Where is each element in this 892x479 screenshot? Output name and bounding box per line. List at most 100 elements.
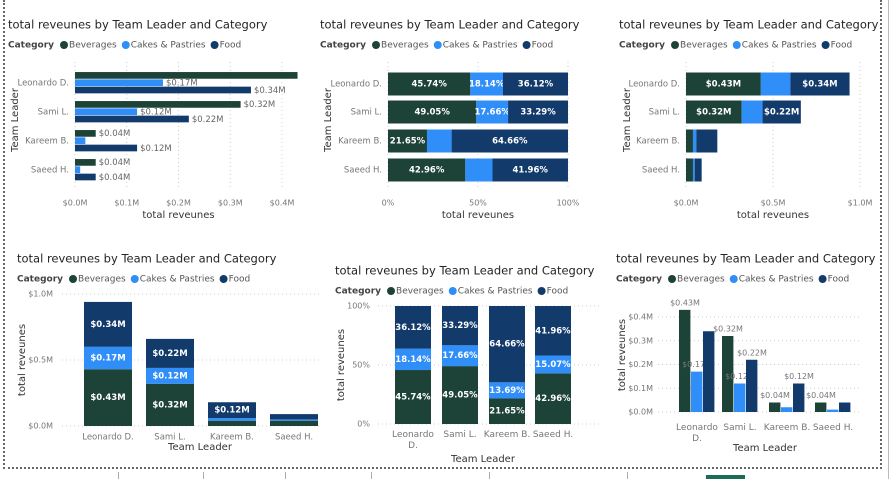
bar-food[interactable]: [839, 402, 851, 413]
bar-segment-cakes-pastries[interactable]: [692, 158, 695, 182]
bar-cakes-pastries[interactable]: [691, 371, 703, 412]
bar-segment-food[interactable]: [442, 306, 478, 346]
legend-marker-cakes-pastries[interactable]: [732, 41, 741, 49]
bar-segment-cakes-pastries[interactable]: [84, 346, 132, 370]
legend-marker-cakes-pastries[interactable]: [729, 275, 738, 283]
legend-item-cakes-pastries[interactable]: Cakes & Pastries: [140, 275, 215, 285]
bar-beverages[interactable]: [722, 336, 734, 412]
bar-segment-cakes-pastries[interactable]: [395, 348, 431, 371]
bar-segment-beverages[interactable]: [208, 420, 256, 426]
legend-marker-cakes-pastries[interactable]: [121, 41, 130, 49]
legend-item-beverages[interactable]: Beverages: [78, 275, 126, 285]
legend-item-food[interactable]: Food: [532, 41, 554, 51]
bar-segment-beverages[interactable]: [270, 420, 318, 426]
bar-segment-food[interactable]: [694, 158, 702, 182]
bar-segment-beverages[interactable]: [388, 72, 471, 96]
bar-segment-food[interactable]: [508, 100, 568, 124]
bar-segment-cakes-pastries[interactable]: [208, 418, 256, 421]
legend-item-cakes-pastries[interactable]: Cakes & Pastries: [131, 41, 206, 51]
bar-segment-food[interactable]: [84, 301, 132, 347]
bar-cakes-pastries[interactable]: [827, 409, 839, 412]
chart-4[interactable]: total reveunes by Team Leader and Catego…: [17, 252, 320, 454]
bar-beverages[interactable]: [769, 402, 781, 413]
active-page-tab[interactable]: [706, 475, 745, 479]
bar-beverages[interactable]: [815, 402, 827, 413]
bar-segment-beverages[interactable]: [489, 398, 525, 424]
bar-segment-food[interactable]: [535, 306, 571, 356]
bar-cakes-pastries[interactable]: [75, 137, 86, 145]
legend-marker-beverages[interactable]: [387, 287, 396, 295]
bar-segment-cakes-pastries[interactable]: [489, 382, 525, 399]
bar-segment-food[interactable]: [762, 100, 801, 124]
bar-segment-cakes-pastries[interactable]: [535, 355, 571, 374]
bar-cakes-pastries[interactable]: [75, 108, 138, 116]
legend-marker-beverages[interactable]: [60, 41, 69, 49]
legend-item-cakes-pastries[interactable]: Cakes & Pastries: [443, 41, 518, 51]
legend-item-beverages[interactable]: Beverages: [381, 41, 429, 51]
bar-beverages[interactable]: [679, 309, 691, 412]
legend-item-food[interactable]: Food: [229, 275, 251, 285]
bar-segment-cakes-pastries[interactable]: [442, 345, 478, 367]
bar-segment-food[interactable]: [208, 402, 256, 419]
bar-segment-cakes-pastries[interactable]: [465, 158, 493, 182]
bar-cakes-pastries[interactable]: [781, 407, 793, 412]
legend-item-beverages[interactable]: Beverages: [396, 287, 444, 297]
legend-item-cakes-pastries[interactable]: Cakes & Pastries: [739, 275, 814, 285]
legend-marker-beverages[interactable]: [69, 275, 78, 283]
legend-marker-food[interactable]: [219, 275, 228, 283]
bar-segment-beverages[interactable]: [146, 383, 194, 426]
bar-segment-food[interactable]: [489, 306, 525, 383]
bar-food[interactable]: [703, 331, 715, 412]
legend-marker-beverages[interactable]: [671, 41, 680, 49]
bar-segment-beverages[interactable]: [388, 158, 466, 182]
bar-segment-cakes-pastries[interactable]: [270, 419, 318, 421]
bar-segment-food[interactable]: [696, 129, 718, 153]
bar-segment-beverages[interactable]: [535, 373, 571, 424]
legend-item-beverages[interactable]: Beverages: [69, 41, 117, 51]
chart-6[interactable]: total reveunes by Team Leader and Catego…: [616, 252, 876, 455]
legend-item-cakes-pastries[interactable]: Cakes & Pastries: [458, 287, 533, 297]
bar-segment-beverages[interactable]: [686, 100, 742, 124]
legend-marker-food[interactable]: [818, 275, 827, 283]
bar-beverages[interactable]: [75, 72, 298, 79]
bar-segment-food[interactable]: [492, 158, 568, 182]
chart-5[interactable]: total reveunes by Team Leader and Catego…: [335, 264, 600, 466]
bar-segment-cakes-pastries[interactable]: [470, 72, 503, 96]
bar-cakes-pastries[interactable]: [75, 166, 81, 174]
bar-beverages[interactable]: [75, 130, 96, 137]
bar-segment-beverages[interactable]: [686, 72, 761, 96]
bar-food[interactable]: [75, 115, 189, 123]
bar-cakes-pastries[interactable]: [734, 383, 746, 413]
legend-item-food[interactable]: Food: [547, 287, 569, 297]
legend-item-beverages[interactable]: Beverages: [680, 41, 728, 51]
bar-segment-beverages[interactable]: [395, 370, 431, 424]
bar-segment-cakes-pastries[interactable]: [741, 100, 763, 124]
bar-segment-food[interactable]: [451, 129, 568, 153]
bar-segment-beverages[interactable]: [388, 129, 427, 153]
bar-food[interactable]: [746, 359, 758, 412]
legend-item-food[interactable]: Food: [831, 41, 853, 51]
chart-1[interactable]: total reveunes by Team Leader and Catego…: [8, 18, 332, 222]
legend-item-beverages[interactable]: Beverages: [677, 275, 725, 285]
bar-segment-food[interactable]: [146, 338, 194, 368]
bar-beverages[interactable]: [75, 101, 241, 108]
bar-segment-food[interactable]: [395, 306, 431, 349]
bar-segment-cakes-pastries[interactable]: [692, 129, 697, 153]
bar-segment-beverages[interactable]: [388, 100, 477, 124]
legend-marker-beverages[interactable]: [668, 275, 677, 283]
legend-marker-cakes-pastries[interactable]: [448, 287, 457, 295]
legend-item-food[interactable]: Food: [828, 275, 850, 285]
chart-3[interactable]: total reveunes by Team Leader and Catego…: [619, 18, 879, 222]
bar-segment-cakes-pastries[interactable]: [426, 129, 452, 153]
bar-segment-beverages[interactable]: [84, 369, 132, 426]
bar-segment-beverages[interactable]: [686, 158, 693, 182]
legend-marker-food[interactable]: [522, 41, 531, 49]
bar-food[interactable]: [75, 86, 251, 94]
bar-food[interactable]: [75, 173, 96, 181]
bar-segment-food[interactable]: [790, 72, 850, 96]
legend-marker-beverages[interactable]: [372, 41, 381, 49]
bar-segment-beverages[interactable]: [442, 366, 478, 424]
legend-item-cakes-pastries[interactable]: Cakes & Pastries: [742, 41, 817, 51]
bar-segment-food[interactable]: [502, 72, 568, 96]
bar-beverages[interactable]: [75, 159, 96, 166]
